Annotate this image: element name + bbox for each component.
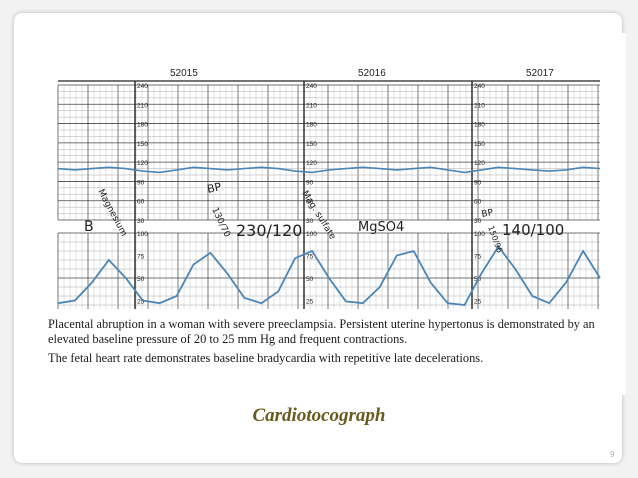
handwritten-annotations: B Magnesium BP 130/70 230/120 Mag. sulfa… [84, 180, 564, 254]
fhr-scale-label: 30 [137, 218, 145, 225]
annotation-bp-2-value: 140/100 [502, 221, 564, 239]
fhr-scale-label: 150 [137, 141, 148, 148]
page-label-3: 52017 [526, 68, 554, 79]
fhr-scale-label: 60 [306, 199, 314, 206]
page-label-2: 52016 [358, 68, 386, 79]
uc-trace [57, 244, 601, 306]
fhr-scale-label: 240 [137, 83, 148, 90]
uc-scale-label: 100 [306, 231, 317, 238]
fhr-scale-label: 180 [474, 122, 485, 129]
fhr-scale-label: 90 [137, 179, 145, 186]
fhr-scale-label: 60 [137, 199, 145, 206]
fhr-scale-label: 150 [306, 141, 317, 148]
uc-scale-label: 50 [137, 276, 145, 283]
fhr-scale-label: 120 [137, 160, 148, 167]
uc-scale-label: 25 [137, 299, 145, 306]
uc-scale-label: 25 [474, 299, 482, 306]
slide: 240 210 180 150 120 90 60 30 240 210 180 150 120 90 60… [14, 13, 626, 463]
fhr-scale-label: 30 [306, 218, 314, 225]
fhr-scale-label: 90 [474, 179, 482, 186]
caption-box: Placental abruption in a woman with seve… [40, 309, 626, 395]
uc-scale-label: 75 [137, 254, 145, 261]
slide-title: Cardiotocograph [252, 405, 386, 426]
fhr-scale-label: 210 [137, 102, 148, 109]
fhr-scale-label: 150 [474, 141, 485, 148]
uc-scale-label: 75 [306, 254, 314, 261]
annotation-bp-2: BP [481, 208, 495, 220]
fhr-scale-label: 120 [306, 160, 317, 167]
uc-scale-label: 100 [137, 231, 148, 238]
fhr-scale-label: 210 [306, 102, 317, 109]
annotation-b: B [84, 219, 94, 235]
caption-line-3: The fetal heart rate demonstrates baseli… [48, 351, 484, 365]
fhr-scales: 240 210 180 150 120 90 60 30 240 210 180 150 120 90 60… [137, 83, 485, 225]
caption-line-1: Placental abruption in a woman with seve… [48, 317, 595, 331]
uc-scale-label: 50 [306, 276, 314, 283]
page-label-1: 52015 [170, 68, 198, 79]
fhr-scale-label: 120 [474, 160, 485, 167]
fhr-scale-label: 60 [474, 199, 482, 206]
fhr-scale-label: 180 [306, 122, 317, 129]
fhr-scale-label: 210 [474, 102, 485, 109]
caption-line-2: elevated baseline pressure of 20 to 25 m… [48, 332, 408, 346]
fhr-scale-label: 240 [306, 83, 317, 90]
page-number: 9 [610, 450, 615, 459]
fhr-scale-label: 90 [306, 179, 314, 186]
annotation-bp-1-value: 230/120 [236, 221, 302, 240]
uc-scale-label: 25 [306, 299, 314, 306]
fhr-scale-label: 30 [474, 218, 482, 225]
fhr-scale-label: 240 [474, 83, 485, 90]
page-labels: 52015 52016 52017 [170, 68, 554, 79]
ctg-chart: 240 210 180 150 120 90 60 30 240 210 180 150 120 90 60… [57, 68, 601, 324]
uc-scale-label: 75 [474, 254, 482, 261]
fhr-trace [57, 166, 601, 174]
uc-scale-label: 100 [474, 231, 485, 238]
annotation-bp-1-small: 130/70 [209, 206, 232, 239]
annotation-bp-1: BP [206, 180, 223, 196]
annotation-mgso4: MgSO4 [358, 220, 404, 235]
fhr-scale-label: 180 [137, 122, 148, 129]
ctg-strip: 240 210 180 150 120 90 60 30 240 210 180 150 120 90 60… [40, 33, 626, 395]
